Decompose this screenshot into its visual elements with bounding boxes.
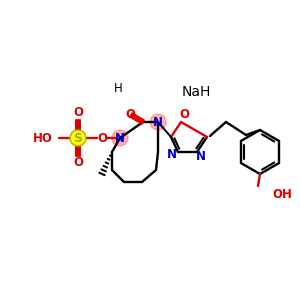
Text: O: O <box>73 157 83 169</box>
Circle shape <box>150 114 166 130</box>
Text: O: O <box>73 106 83 119</box>
Text: N: N <box>196 151 206 164</box>
Circle shape <box>112 130 128 146</box>
Text: N: N <box>115 131 125 145</box>
Text: H: H <box>114 82 122 95</box>
Text: N: N <box>167 148 177 161</box>
Text: OH: OH <box>272 188 292 200</box>
Text: S: S <box>74 131 82 145</box>
Text: O: O <box>97 131 107 145</box>
Circle shape <box>70 130 86 146</box>
Text: N: N <box>153 116 163 128</box>
Text: O: O <box>179 109 189 122</box>
Text: NaH: NaH <box>181 85 211 99</box>
Text: HO: HO <box>33 131 53 145</box>
Text: O: O <box>125 107 135 121</box>
